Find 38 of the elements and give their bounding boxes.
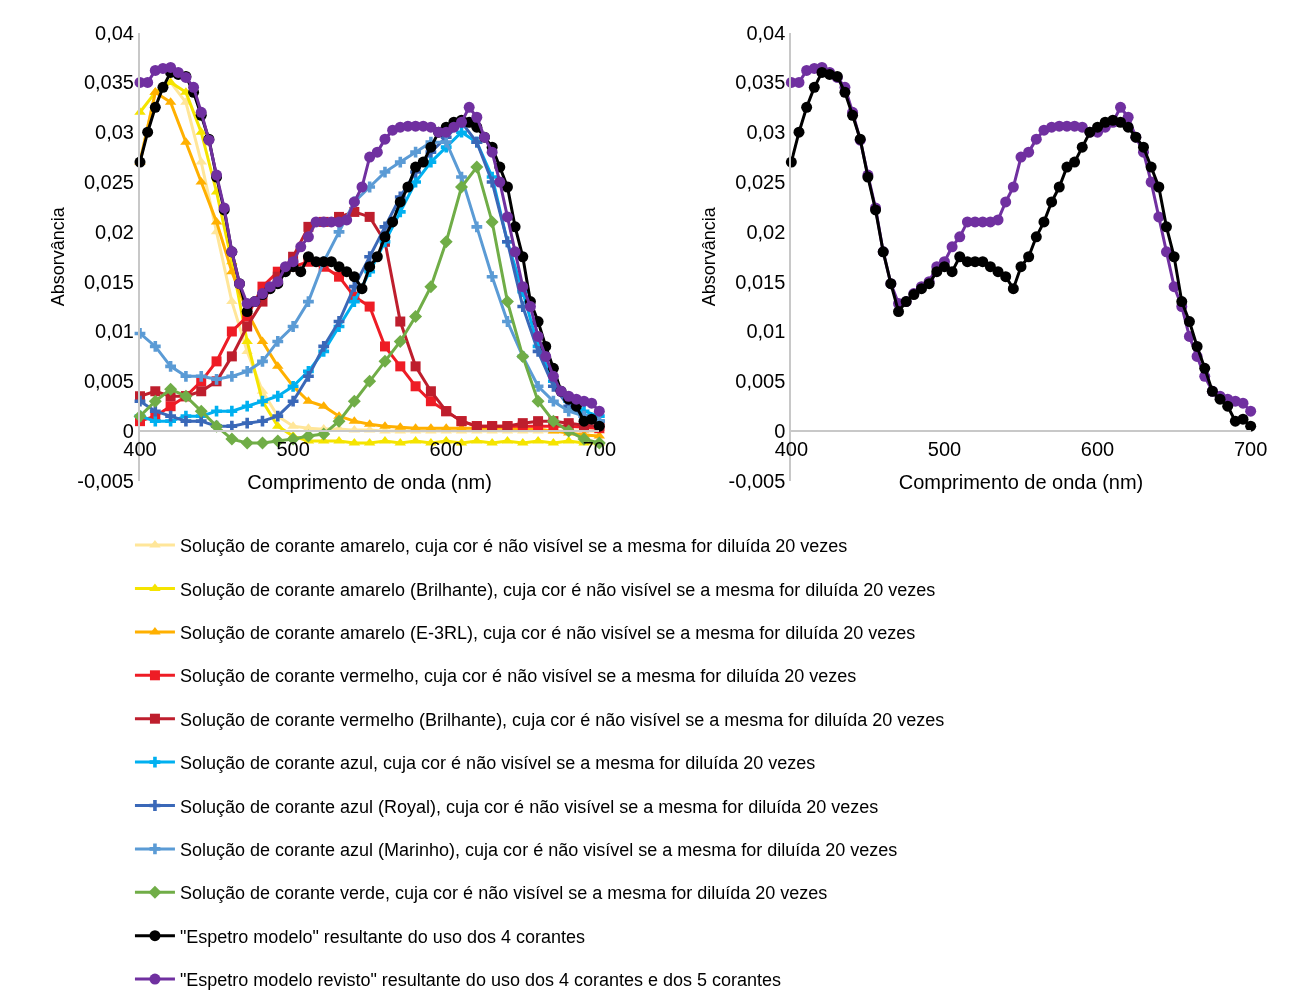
x-tick-label: 600 [429,438,463,461]
y-axis-title: Absorvância [47,206,68,307]
legend-label: Solução de corante azul (Marinho), cuja cor é não visível se a mesma for diluída 20 vezes [179,839,898,860]
y-tick-label: 0,015 [735,270,786,293]
y-tick-label: 0,02 [746,220,786,243]
x-tick-label: 700 [1233,438,1268,461]
y-tick-label: -0,005 [77,469,134,492]
y-tick-label: 0,025 [83,171,134,194]
x-tick-label: 500 [276,438,310,461]
y-tick-label: 0,005 [83,370,134,393]
y-tick-label: 0,02 [95,220,134,243]
y-tick-label: 0,005 [735,370,786,393]
y-tick-label: 0,01 [746,320,786,343]
y-tick-label: 0,025 [735,171,786,194]
legend-label: "Espetro modelo revisto" resultante do uso dos 4 corantes e dos 5 corantes [179,970,782,991]
legend-label: Solução de corante verde, cuja cor é não visível se a mesma for diluída 20 vezes [179,883,828,904]
y-tick-label: 0,035 [83,71,134,94]
legend-label: Solução de corante amarelo (Brilhante), cuja cor é não visível se a mesma for diluída 20 vezes [179,579,936,600]
y-tick-label: 0,04 [95,21,134,44]
legend-label: Solução de corante vermelho (Brilhante), cuja cor é não visível se a mesma for diluída 20 vezes [179,709,945,730]
y-tick-label: -0,005 [728,469,786,492]
y-tick-label: 0,03 [746,121,786,144]
y-tick-label: 0,04 [746,21,786,44]
legend-label: Solução de corante vermelho, cuja cor é não visível se a mesma for diluída 20 vezes [179,666,857,687]
y-tick-label: 0,01 [95,320,134,343]
legend-label: "Espetro modelo" resultante do uso dos 4 corantes [179,926,585,947]
x-tick-label: 500 [927,438,962,461]
legend-label: Solução de corante amarelo (E-3RL), cuja cor é não visível se a mesma for diluída 20 vezes [179,622,916,643]
y-tick-label: 0,035 [735,71,786,94]
legend-label: Solução de corante azul (Royal), cuja cor é não visível se a mesma for diluída 20 vezes [179,796,879,817]
y-axis-title: Absorvância [699,206,720,307]
legend-label: Solução de corante azul, cuja cor é não visível se a mesma for diluída 20 vezes [179,753,816,774]
legend-label: Solução de corante amarelo, cuja cor é não visível se a mesma for diluída 20 vezes [179,536,848,557]
x-tick-label: 600 [1080,438,1115,461]
x-axis-title: Comprimento de onda (nm) [247,471,492,494]
y-tick-label: 0,015 [83,270,134,293]
x-axis-title: Comprimento de onda (nm) [898,471,1144,494]
y-tick-label: 0,03 [95,121,134,144]
